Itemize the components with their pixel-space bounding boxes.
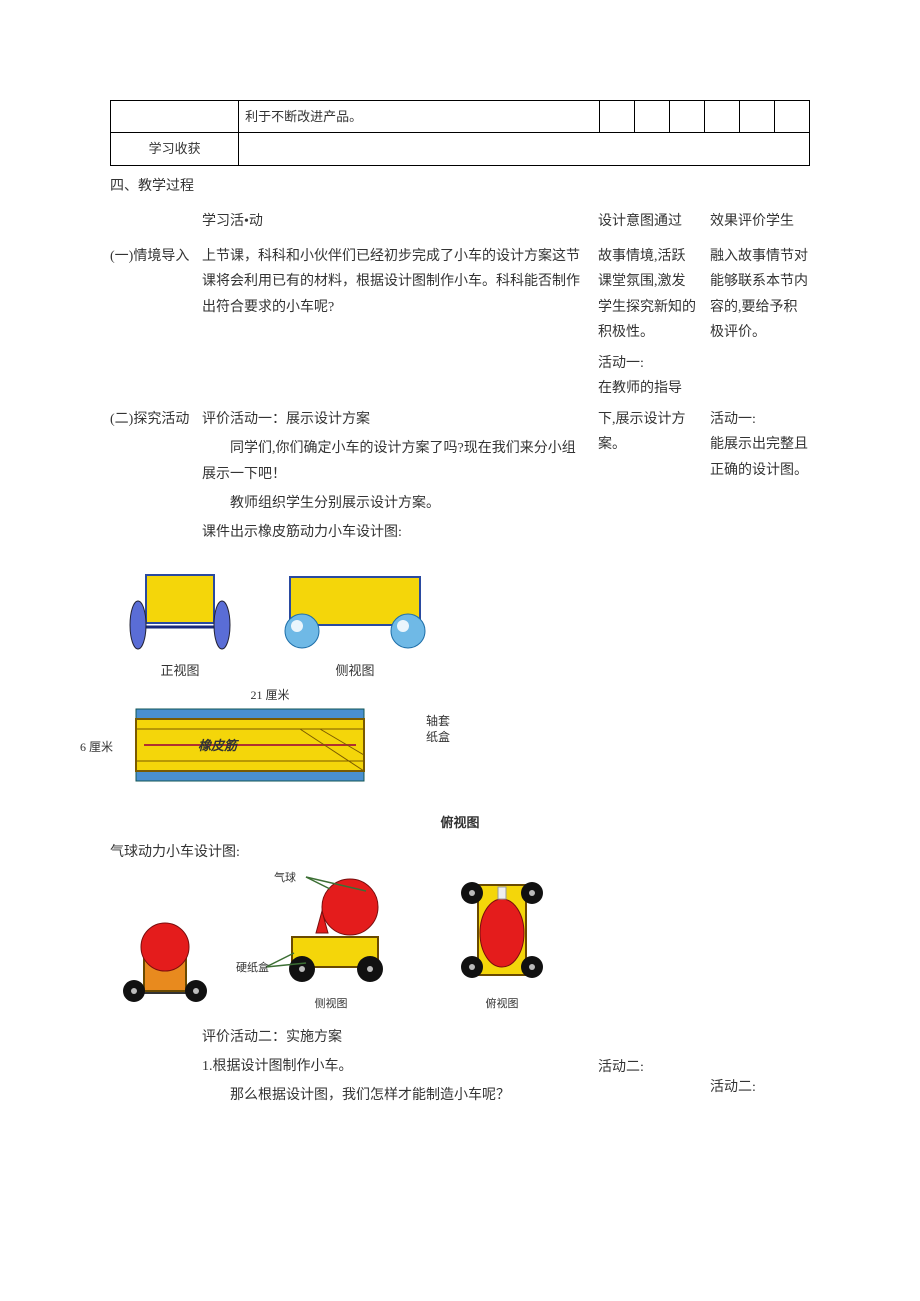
side-caption: 侧视图 <box>335 659 374 682</box>
svg-text:硬纸盒: 硬纸盒 <box>236 960 269 974</box>
activity1-r1: 活动一: 在教师的指导 <box>598 351 698 401</box>
front-view-svg <box>120 565 240 655</box>
col-r2-head: 效果评价学生 <box>710 209 810 238</box>
balloon-front-fig <box>120 911 210 1015</box>
cell <box>705 101 740 133</box>
balloon-side-svg: 气球硬纸盒 <box>236 871 426 991</box>
col-r1-head: 设计意图通过 <box>598 209 698 238</box>
part2-row: (二)探究活动 评价活动一：展示设计方案 同学们,你们确定小车的设计方案了吗?现… <box>110 407 810 549</box>
side-view-svg <box>270 565 440 655</box>
part2-label: (二)探究活动 <box>110 407 190 549</box>
col-left-spacer <box>110 209 190 238</box>
top-caption: 俯视图 <box>110 811 810 834</box>
top-view-svg: 橡皮筋 <box>130 705 370 785</box>
cell <box>600 101 635 133</box>
eval2-mid: 评价活动二：实施方案 1.根据设计图制作小车。 那么根据设计图，我们怎样才能制造… <box>202 1025 586 1113</box>
column-headers: 学习活•动 设计意图通过 效果评价学生 <box>110 209 810 238</box>
balloon-diagrams: 气球硬纸盒 侧视图 俯视图 <box>120 871 810 1015</box>
section-heading: 四、教学过程 <box>110 174 810 199</box>
part1-r2: 融入故事情节对能够联系本节内容的,要给予积极评价。 <box>710 244 810 345</box>
balloon-top-svg <box>452 871 552 991</box>
eval2-row: 评价活动二：实施方案 1.根据设计图制作小车。 那么根据设计图，我们怎样才能制造… <box>110 1025 810 1113</box>
top-table: 利于不断改进产品。 学习收获 <box>110 100 810 166</box>
col-mid-head: 学习活•动 <box>202 209 586 234</box>
top-right-labels: 轴套 纸盒 <box>426 713 450 747</box>
rubber-band-diagrams: 正视图 侧视图 21 厘米 6 厘米 轴套 纸盒 橡皮筋 俯视图 气球动力小车设… <box>110 565 810 1015</box>
cell: 学习收获 <box>111 133 239 165</box>
front-view-fig: 正视图 <box>120 565 240 682</box>
eval2-r1: 活动二: <box>598 1025 698 1113</box>
cell <box>740 101 775 133</box>
eval2-r2: 活动二: <box>710 1025 810 1113</box>
cell <box>635 101 670 133</box>
part1-mid: 上节课，科科和小伙伴们已经初步完成了小车的设计方案这节课将会利用已有的材料，根据… <box>202 244 586 341</box>
activity1-pre: 活动一: 在教师的指导 <box>110 351 810 401</box>
top-view-fig: 21 厘米 6 厘米 轴套 纸盒 橡皮筋 <box>130 705 410 785</box>
part1-r1: 故事情境,活跃课堂氛围,激发学生探究新知的积极性。 <box>598 244 698 345</box>
cell <box>670 101 705 133</box>
svg-text:橡皮筋: 橡皮筋 <box>198 738 240 753</box>
cell <box>774 101 809 133</box>
cell <box>239 133 810 165</box>
balloon-heading: 气球动力小车设计图: <box>110 840 810 865</box>
balloon-front-svg <box>120 911 210 1011</box>
part1-label: (一)情境导入 <box>110 244 190 345</box>
side-view-fig: 侧视图 <box>270 565 440 682</box>
cell <box>111 101 239 133</box>
cell: 利于不断改进产品。 <box>239 101 600 133</box>
balloon-side-fig: 气球硬纸盒 侧视图 <box>236 871 426 1015</box>
front-caption: 正视图 <box>160 659 199 682</box>
svg-text:气球: 气球 <box>274 871 296 884</box>
balloon-top-fig: 俯视图 <box>452 871 552 1015</box>
part2-r2: 活动一: 能展示出完整且正确的设计图。 <box>710 407 810 549</box>
part1-row: (一)情境导入 上节课，科科和小伙伴们已经初步完成了小车的设计方案这节课将会利用… <box>110 244 810 345</box>
part2-r1: 下,展示设计方案。 <box>598 407 698 549</box>
part2-mid: 评价活动一：展示设计方案 同学们,你们确定小车的设计方案了吗?现在我们来分小组展… <box>202 407 586 549</box>
top-width-label: 21 厘米 <box>130 685 410 707</box>
top-height-label: 6 厘米 <box>80 737 113 759</box>
